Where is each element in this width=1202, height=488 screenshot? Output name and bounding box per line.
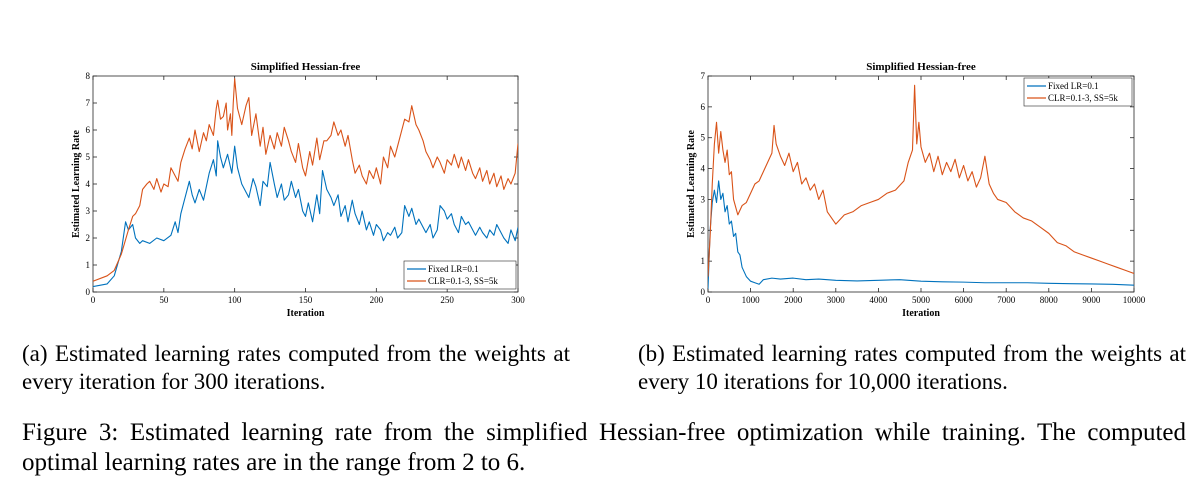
x-tick-label: 0 xyxy=(706,295,711,305)
y-tick-label: 3 xyxy=(86,206,91,216)
x-tick-label: 5000 xyxy=(912,295,931,305)
x-tick-label: 200 xyxy=(370,295,384,305)
x-tick-label: 150 xyxy=(299,295,313,305)
y-tick-label: 4 xyxy=(701,164,706,174)
legend-entry: CLR=0.1-3, SS=5k xyxy=(1048,93,1118,103)
y-tick-label: 2 xyxy=(86,233,91,243)
x-tick-label: 4000 xyxy=(869,295,888,305)
x-tick-label: 3000 xyxy=(827,295,846,305)
legend-entry: Fixed LR=0.1 xyxy=(428,264,479,274)
legend-entry: Fixed LR=0.1 xyxy=(1048,81,1099,91)
x-tick-label: 100 xyxy=(228,295,242,305)
legend-entry: CLR=0.1-3, SS=5k xyxy=(428,276,498,286)
caption-a: (a) Estimated learning rates computed fr… xyxy=(22,341,570,394)
series-line-1 xyxy=(708,84,1134,277)
x-tick-label: 1000 xyxy=(742,295,761,305)
y-tick-label: 0 xyxy=(701,287,706,297)
y-tick-label: 4 xyxy=(86,179,91,189)
chart-title: Simplified Hessian-free xyxy=(251,61,361,73)
y-tick-label: 8 xyxy=(86,71,91,81)
y-tick-label: 5 xyxy=(86,152,91,162)
series-line-1 xyxy=(93,78,518,282)
y-tick-label: 2 xyxy=(701,225,706,235)
y-tick-label: 1 xyxy=(701,256,706,266)
y-tick-label: 7 xyxy=(701,71,706,81)
legend-box xyxy=(1023,77,1133,107)
x-tick-label: 9000 xyxy=(1082,295,1101,305)
x-tick-label: 300 xyxy=(511,295,525,305)
x-tick-label: 8000 xyxy=(1040,295,1059,305)
plot-frame xyxy=(707,75,1135,293)
chart-title: Simplified Hessian-free xyxy=(866,61,976,73)
y-tick-label: 6 xyxy=(86,125,91,135)
x-tick-label: 6000 xyxy=(955,295,974,305)
caption-b: (b) Estimated learning rates computed fr… xyxy=(638,341,1186,394)
x-axis-label: Iteration xyxy=(902,308,940,319)
x-tick-label: 50 xyxy=(159,295,169,305)
legend-box xyxy=(403,260,517,290)
x-tick-label: 0 xyxy=(91,295,96,305)
x-tick-label: 7000 xyxy=(997,295,1016,305)
y-tick-label: 1 xyxy=(86,260,91,270)
figure-caption: Figure 3: Estimated learning rate from t… xyxy=(22,419,1186,476)
y-axis-label: Estimated Learning Rate xyxy=(686,130,697,238)
y-tick-label: 5 xyxy=(701,133,706,143)
y-tick-label: 0 xyxy=(86,287,91,297)
y-tick-label: 3 xyxy=(701,194,706,204)
plot-frame xyxy=(92,75,519,293)
series-line-0 xyxy=(708,180,1134,289)
y-tick-label: 6 xyxy=(701,102,706,112)
x-axis-label: Iteration xyxy=(287,308,325,319)
x-tick-label: 2000 xyxy=(784,295,803,305)
chart-b: Simplified Hessian-free 0 1000 2000 3000 4000… xyxy=(686,61,1146,319)
x-tick-label: 250 xyxy=(440,295,454,305)
series-line-0 xyxy=(93,140,518,288)
x-tick-label: 10000 xyxy=(1123,295,1146,305)
y-axis-label: Estimated Learning Rate xyxy=(71,130,82,238)
y-tick-label: 7 xyxy=(86,98,91,108)
